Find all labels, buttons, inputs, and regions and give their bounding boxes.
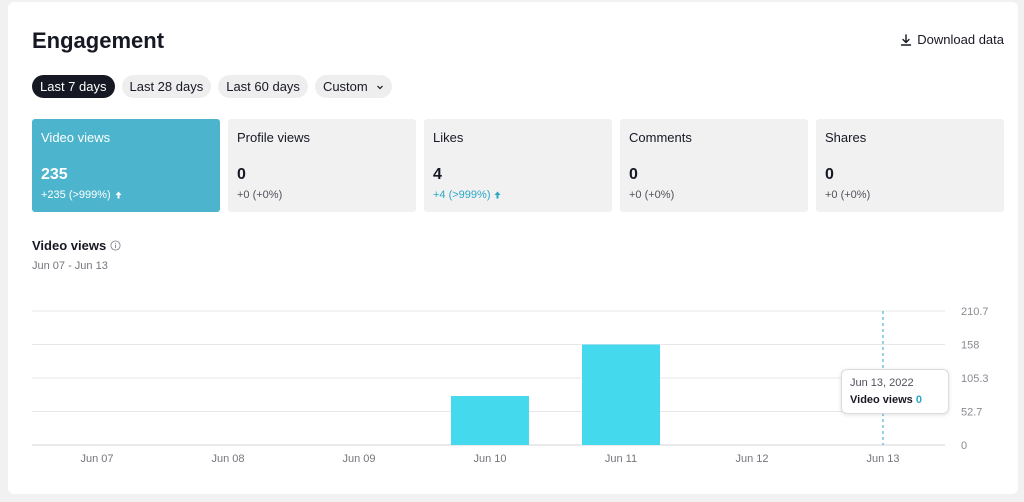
metric-change: +4 (>999%) xyxy=(433,189,501,201)
metric-label: Profile views xyxy=(237,130,310,145)
arrow-up-icon xyxy=(115,191,122,199)
chart-tooltip: Jun 13, 2022 Video views 0 xyxy=(841,369,949,414)
y-tick-label: 52.7 xyxy=(961,406,982,418)
metric-change: +0 (+0%) xyxy=(237,189,282,201)
metric-label: Comments xyxy=(629,130,692,145)
metric-label: Video views xyxy=(41,130,111,145)
bar xyxy=(582,344,660,445)
metric-change: +235 (>999%) xyxy=(41,189,122,201)
period-label: Last 60 days xyxy=(226,79,300,94)
x-tick-label: Jun 10 xyxy=(473,453,506,465)
metric-change-text: +0 (+0%) xyxy=(825,189,871,201)
period-label: Custom xyxy=(322,79,368,94)
download-data-button[interactable]: Download data xyxy=(900,32,1004,47)
metric-change-text: +0 (+0%) xyxy=(629,189,675,201)
metric-likes[interactable]: Likes 4 +4 (>999%) xyxy=(424,119,612,212)
x-tick-label: Jun 13 xyxy=(866,453,899,465)
chart-title-text: Video views xyxy=(32,238,107,253)
metric-change-text: +235 (>999%) xyxy=(41,189,111,201)
x-tick-label: Jun 09 xyxy=(342,453,375,465)
metric-profile-views[interactable]: Profile views 0 +0 (+0%) xyxy=(228,119,416,212)
download-icon xyxy=(901,33,912,46)
metric-change: +0 (+0%) xyxy=(629,189,674,201)
metric-value: 0 xyxy=(629,166,638,183)
metric-comments[interactable]: Comments 0 +0 (+0%) xyxy=(620,119,808,212)
tooltip-row: Video views 0 xyxy=(850,394,922,406)
metric-label: Likes xyxy=(433,130,464,145)
y-tick-label: 158 xyxy=(961,340,979,352)
tooltip-value: 0 xyxy=(915,394,922,406)
y-tick-label: 0 xyxy=(961,440,967,452)
x-tick-label: Jun 08 xyxy=(211,453,244,465)
period-last-28-days[interactable]: Last 28 days xyxy=(121,75,212,98)
metric-change-text: +4 (>999%) xyxy=(433,189,491,201)
y-tick-label: 105.3 xyxy=(961,373,989,385)
tooltip-label: Video views xyxy=(850,394,913,406)
info-icon[interactable] xyxy=(110,240,121,251)
page-title: Engagement xyxy=(32,28,165,53)
metric-value: 4 xyxy=(433,166,442,183)
arrow-up-icon xyxy=(494,191,501,199)
x-tick-label: Jun 07 xyxy=(80,453,113,465)
bar xyxy=(451,396,529,445)
tooltip-date: Jun 13, 2022 xyxy=(850,377,914,389)
metric-shares[interactable]: Shares 0 +0 (+0%) xyxy=(816,119,1004,212)
metric-cards: Video views 235 +235 (>999%) Profile vie… xyxy=(32,119,1004,212)
metric-value: 0 xyxy=(825,166,834,183)
metric-value: 235 xyxy=(41,166,68,183)
video-views-chart: 0 52.7 105.3 158 210.7 Jun 07 Jun 08 Jun 09 Jun … xyxy=(32,306,989,465)
chevron-down-icon xyxy=(376,85,383,89)
period-last-7-days[interactable]: Last 7 days xyxy=(32,75,115,98)
period-label: Last 28 days xyxy=(129,79,204,94)
x-tick-label: Jun 11 xyxy=(605,453,637,465)
x-tick-label: Jun 12 xyxy=(735,453,768,465)
metric-change-text: +0 (+0%) xyxy=(237,189,283,201)
engagement-card: Engagement Download data Last 7 days Las… xyxy=(8,2,1018,494)
period-selector: Last 7 days Last 28 days Last 60 days Cu… xyxy=(32,75,392,98)
metric-label: Shares xyxy=(825,130,867,145)
chart-date-range: Jun 07 - Jun 13 xyxy=(32,260,108,272)
period-custom-dropdown[interactable]: Custom xyxy=(314,75,392,98)
metric-value: 0 xyxy=(237,166,246,183)
metric-change: +0 (+0%) xyxy=(825,189,870,201)
period-label: Last 7 days xyxy=(40,79,107,94)
metric-video-views[interactable]: Video views 235 +235 (>999%) xyxy=(32,119,220,212)
download-data-label: Download data xyxy=(917,32,1004,47)
y-tick-label: 210.7 xyxy=(961,306,989,318)
chart-title: Video views xyxy=(32,238,121,253)
period-last-60-days[interactable]: Last 60 days xyxy=(218,75,308,98)
